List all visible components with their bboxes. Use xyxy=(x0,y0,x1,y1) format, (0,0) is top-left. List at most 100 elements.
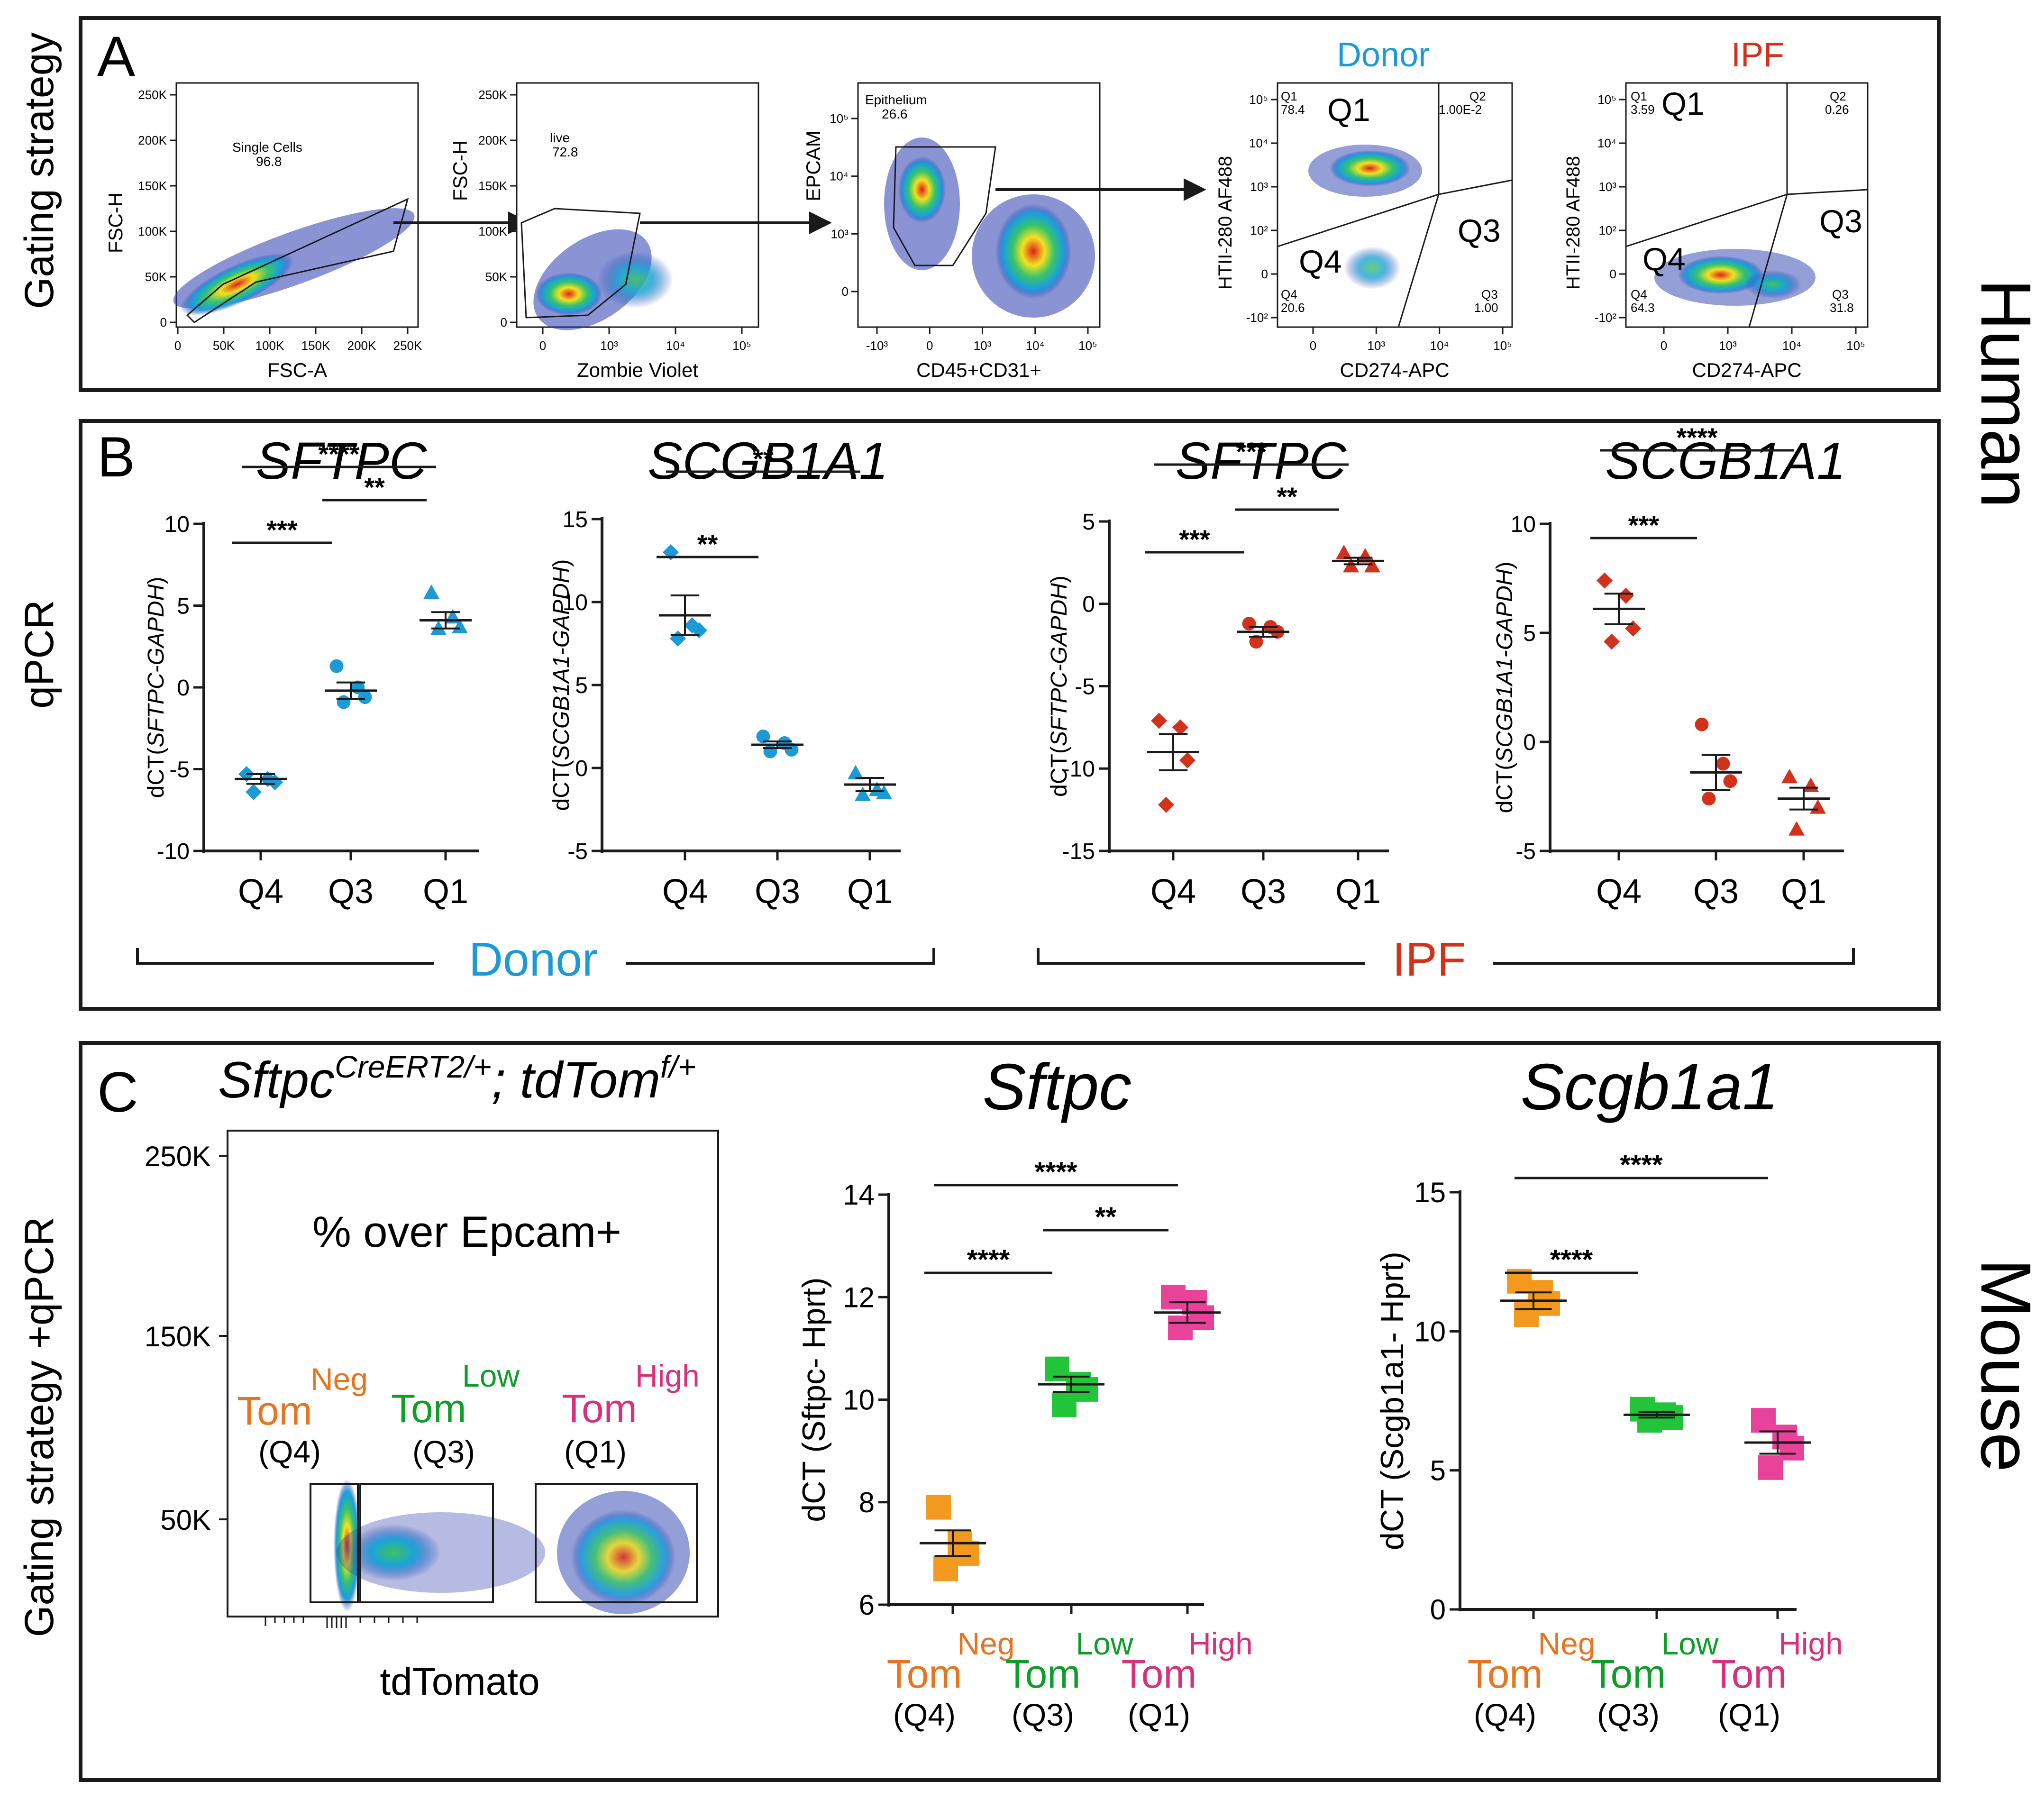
flow-plot-2-cluster xyxy=(597,251,673,308)
flow-plot-3-xticks: -10³ 0 10³ 10⁴ 10⁵ xyxy=(866,327,1097,353)
category-label: Q4 xyxy=(1596,873,1642,911)
flow-ytick-label: 0 xyxy=(842,284,849,299)
pop-high-main: Tom xyxy=(562,1386,637,1431)
category-label: Q1 xyxy=(847,873,893,911)
flow-xtick-label: 10⁴ xyxy=(1430,338,1449,353)
flow-plot-2: live 72.8 Zombie Violet FSC-H 0 10³ 10⁴ 10⁵… xyxy=(449,82,759,381)
y-axis-label-gene: SFTPC-GAPDH xyxy=(1047,583,1072,746)
flow-ytick-label: 10⁵ xyxy=(1597,92,1616,107)
y-tick-label: 10 xyxy=(1511,512,1536,537)
pop-neg-sup: Neg xyxy=(310,1361,368,1397)
y-tick-label: 0 xyxy=(575,756,588,781)
flow-plot-ipf-q4-val: 64.3 xyxy=(1631,301,1655,315)
category-label: Q3 xyxy=(328,873,374,911)
flow-xtick-label: 50K xyxy=(213,338,235,353)
mouse-flow-xticks xyxy=(265,1617,418,1628)
data-point xyxy=(1161,1285,1186,1310)
pop-high-sup: High xyxy=(635,1358,700,1393)
significance-label: **** xyxy=(318,439,359,469)
flow-plot-donor-q1-core xyxy=(1330,150,1410,186)
flow-plot-2-ylabel: FSC-H xyxy=(449,140,471,201)
flow-xtick-label: 0 xyxy=(1310,338,1316,353)
flow-ytick-label: 200K xyxy=(478,133,507,147)
flow-xtick-label: 0 xyxy=(926,338,933,353)
flow-ytick-label: 0 xyxy=(501,315,507,329)
flow-xtick-label: 150K xyxy=(301,338,330,353)
flow-plot-ipf-q1-small: Q1 xyxy=(1631,89,1647,103)
significance-label: ** xyxy=(364,472,385,502)
y-axis-label-prefix: dCT( xyxy=(144,748,169,798)
data-point xyxy=(1189,1305,1214,1330)
data-point xyxy=(763,744,777,758)
y-tick-label: 10 xyxy=(843,1384,875,1416)
data-point xyxy=(1810,799,1826,814)
ipf-bracket-label: IPF xyxy=(1392,933,1466,986)
significance-label: **** xyxy=(1550,1244,1593,1275)
flow-plot-ipf-gate-line-4 xyxy=(1748,194,1788,328)
flow-plot-donor-gate-line-3 xyxy=(1438,179,1513,195)
flow-plot-ipf-q2-val: 0.26 xyxy=(1825,102,1849,117)
y-tick-label: -5 xyxy=(1515,839,1536,864)
y-tick-label: -15 xyxy=(1062,839,1095,864)
flow-plot-ipf-gate-line-3 xyxy=(1787,189,1868,195)
y-tick-label: 15 xyxy=(563,507,588,532)
flow-xtick-label: 10⁴ xyxy=(1026,338,1045,353)
y-tick-label: 6 xyxy=(859,1589,875,1621)
flow-xtick-label: 200K xyxy=(347,338,376,353)
data-point xyxy=(855,786,871,801)
flow-plot-donor-q1-small: Q1 xyxy=(1281,89,1297,103)
flow-plot-1-ylabel: FSC-H xyxy=(104,192,127,253)
flow-plot-2-xlabel: Zombie Violet xyxy=(577,359,698,381)
data-point xyxy=(1779,1435,1804,1461)
qpcr-donor-scgb1a1-chart: SCGB1A1 15 10 5 0 -5 dCT(SCGB1A1-GAPDH) Q4 Q3 Q1 *… xyxy=(549,432,901,911)
flow-plot-2-xticks: 0 10³ 10⁴ 10⁵ xyxy=(539,327,751,353)
flow-plot-donor-q4-density xyxy=(1344,247,1401,289)
category-label: Tom xyxy=(1591,1652,1666,1696)
category-sup: Low xyxy=(1076,1626,1133,1661)
category-label: Q3 xyxy=(1693,873,1739,911)
data-point xyxy=(246,784,262,800)
significance-label: *** xyxy=(266,515,298,545)
flow-xtick-label: 10⁵ xyxy=(1846,338,1865,353)
data-point xyxy=(1788,821,1805,836)
y-axis-label-suffix: ) xyxy=(549,559,574,567)
mouse-flow-low-core xyxy=(346,1524,441,1581)
data-point xyxy=(1535,1291,1560,1316)
flow-xtick-label: 10³ xyxy=(1368,338,1386,353)
flow-plot-ipf-xlabel: CD274-APC xyxy=(1692,359,1801,381)
mouse-flow-plot: % over Epcam+ 250K 150K 50K tdTomato Tom N… xyxy=(145,1130,719,1703)
row-label-c: Gating strategy +qPCR xyxy=(17,1217,62,1637)
donor-bracket-right xyxy=(626,948,935,965)
data-point xyxy=(337,695,351,709)
panel-c-frame xyxy=(79,1041,1941,1782)
flow-plot-donor-gate-line-4 xyxy=(1397,194,1440,328)
y-tick-label: 12 xyxy=(843,1281,875,1313)
flow-plot-donor-q4-big: Q4 xyxy=(1299,244,1342,280)
category-label: Tom xyxy=(1468,1652,1543,1696)
mouse-flow-pop-low: Tom Low (Q3) xyxy=(391,1358,520,1469)
y-axis-label-gene: SFTPC-GAPDH xyxy=(144,584,169,747)
y-tick-label: 10 xyxy=(563,590,588,615)
flow-plot-donor-q2: Q2 xyxy=(1469,89,1486,103)
category-label: Tom xyxy=(1712,1652,1787,1696)
y-tick-label: 5 xyxy=(575,673,588,698)
category-label: Q1 xyxy=(1335,873,1381,911)
chart-title: Scgb1a1 xyxy=(1521,1051,1779,1124)
y-tick-label: 10 xyxy=(164,512,190,537)
panel-letter-b: B xyxy=(97,425,135,489)
mouse-flow-pop-high: Tom High (Q1) xyxy=(562,1358,700,1469)
species-human: Human xyxy=(1966,279,2044,508)
y-tick-label: 5 xyxy=(1523,621,1536,646)
flow-plot-ipf-q4: Q4 xyxy=(1631,287,1647,302)
flow-xtick-label: 100K xyxy=(256,338,284,353)
y-tick-label: 5 xyxy=(1430,1455,1446,1487)
data-point xyxy=(329,659,344,673)
category-q: (Q3) xyxy=(1597,1697,1660,1732)
y-axis-label: dCT(SCGB1A1-GAPDH) xyxy=(549,559,574,811)
panel-letter-c: C xyxy=(97,1060,138,1124)
flow-xtick-label: 10³ xyxy=(1719,338,1737,353)
flow-ytick-label: 10⁵ xyxy=(830,111,849,126)
flow-ytick-label: 150K xyxy=(478,179,507,193)
